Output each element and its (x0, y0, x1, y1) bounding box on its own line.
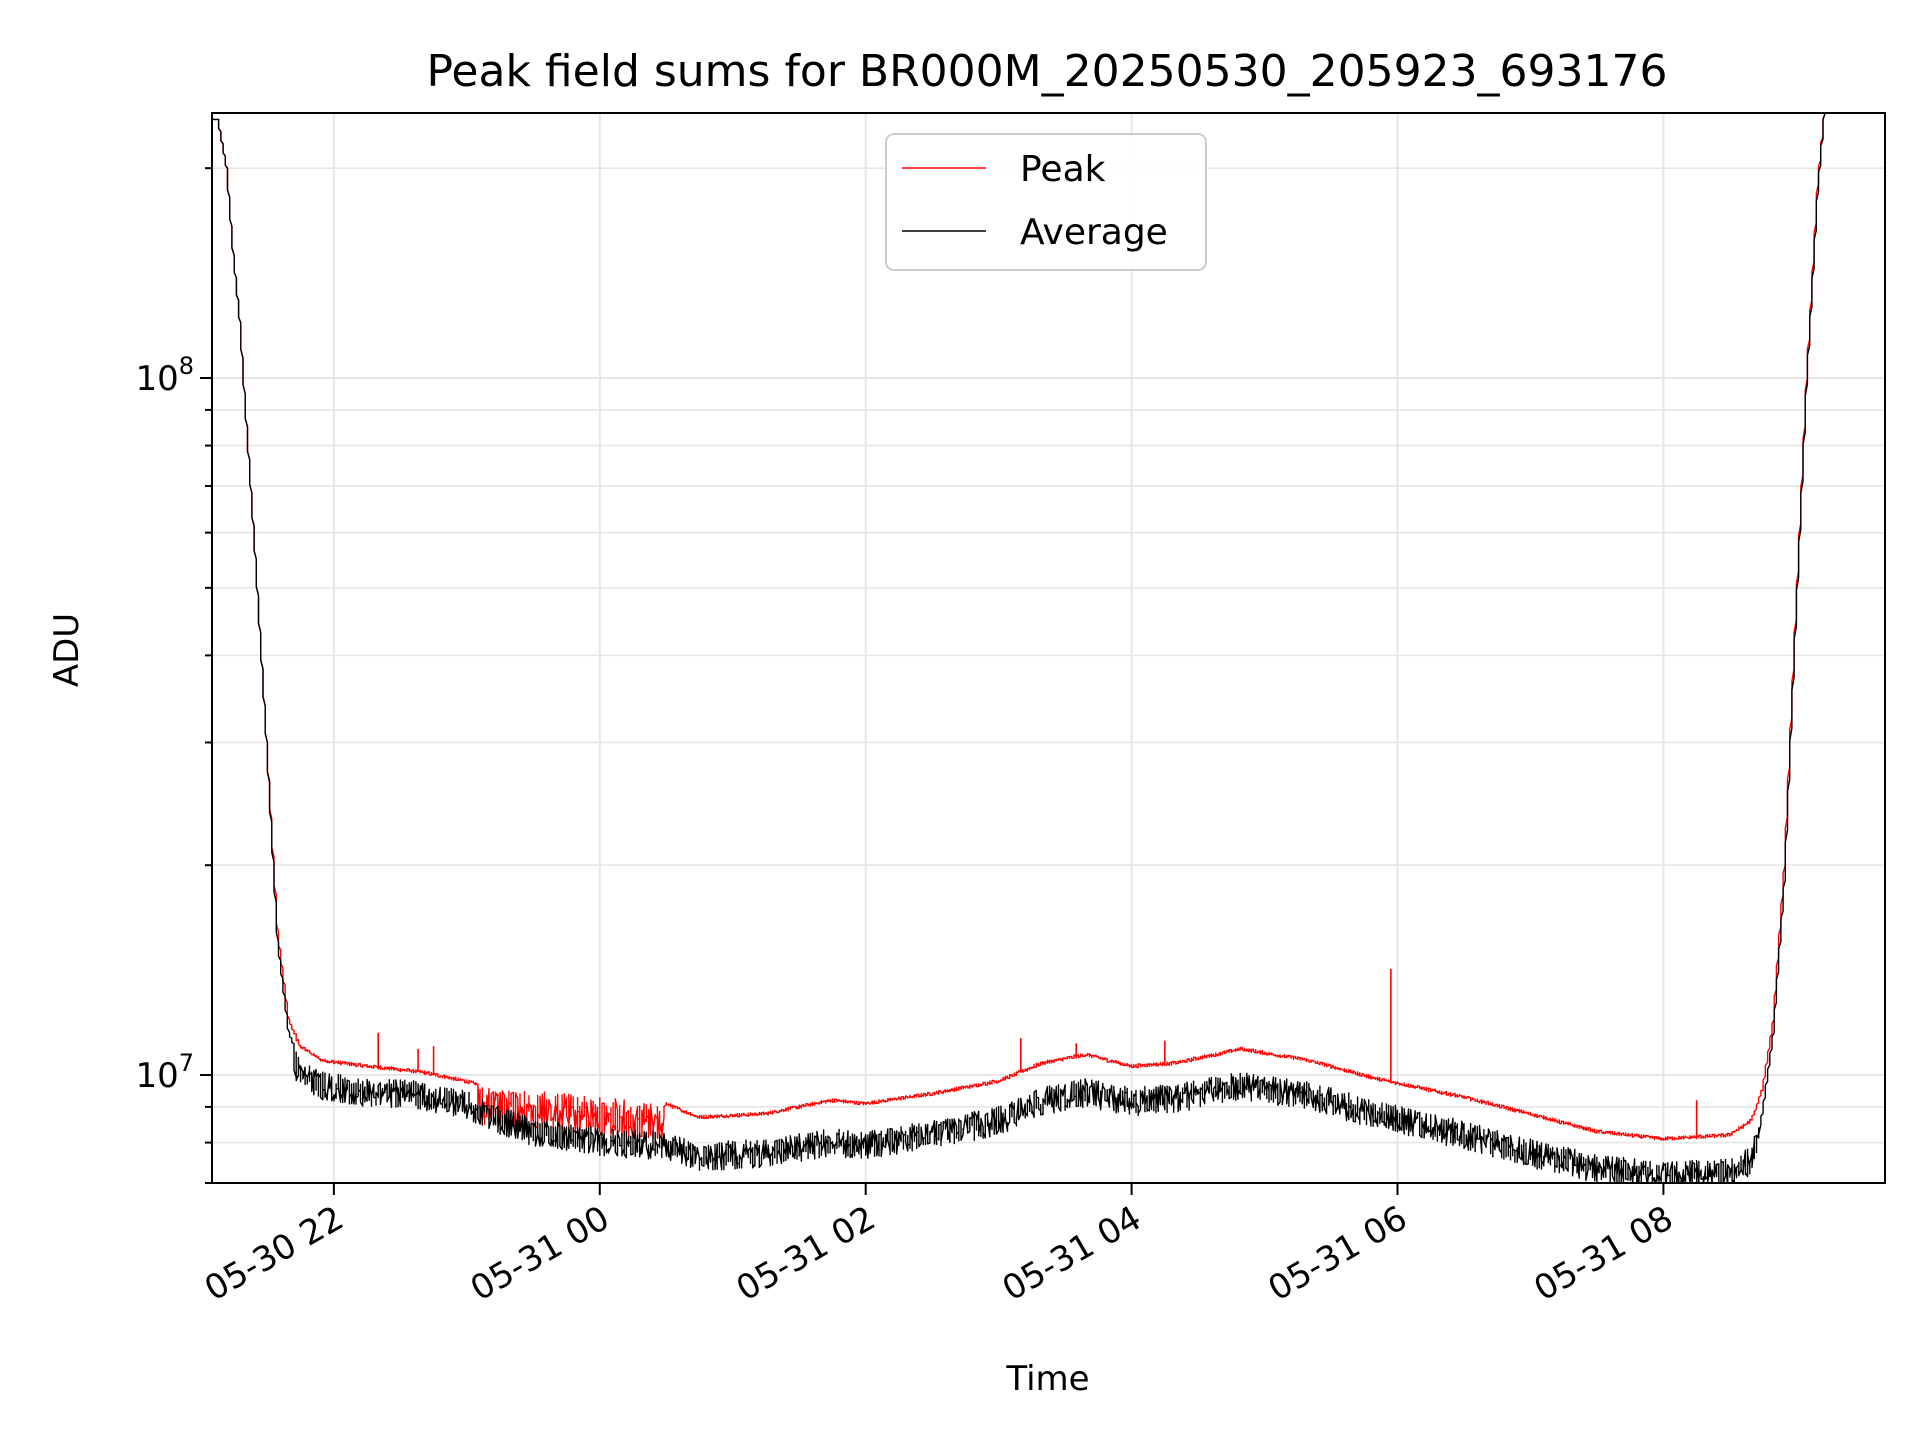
y-tick-label: 108 (135, 352, 194, 399)
y-axis-label: ADU (47, 613, 87, 687)
x-axis-label: Time (1005, 1359, 1089, 1399)
y-tick-label: 107 (135, 1049, 194, 1096)
series-layer (212, 113, 1826, 1183)
chart-title: Peak field sums for BR000M_20250530_2059… (426, 46, 1667, 97)
legend-label-average: Average (1020, 212, 1168, 253)
series-average-line (212, 113, 1826, 1183)
plot-frame (211, 112, 1886, 1184)
y-axis: 107 108 (135, 167, 212, 1184)
legend: Peak Average (885, 133, 1207, 271)
legend-label-peak: Peak (1020, 149, 1106, 190)
